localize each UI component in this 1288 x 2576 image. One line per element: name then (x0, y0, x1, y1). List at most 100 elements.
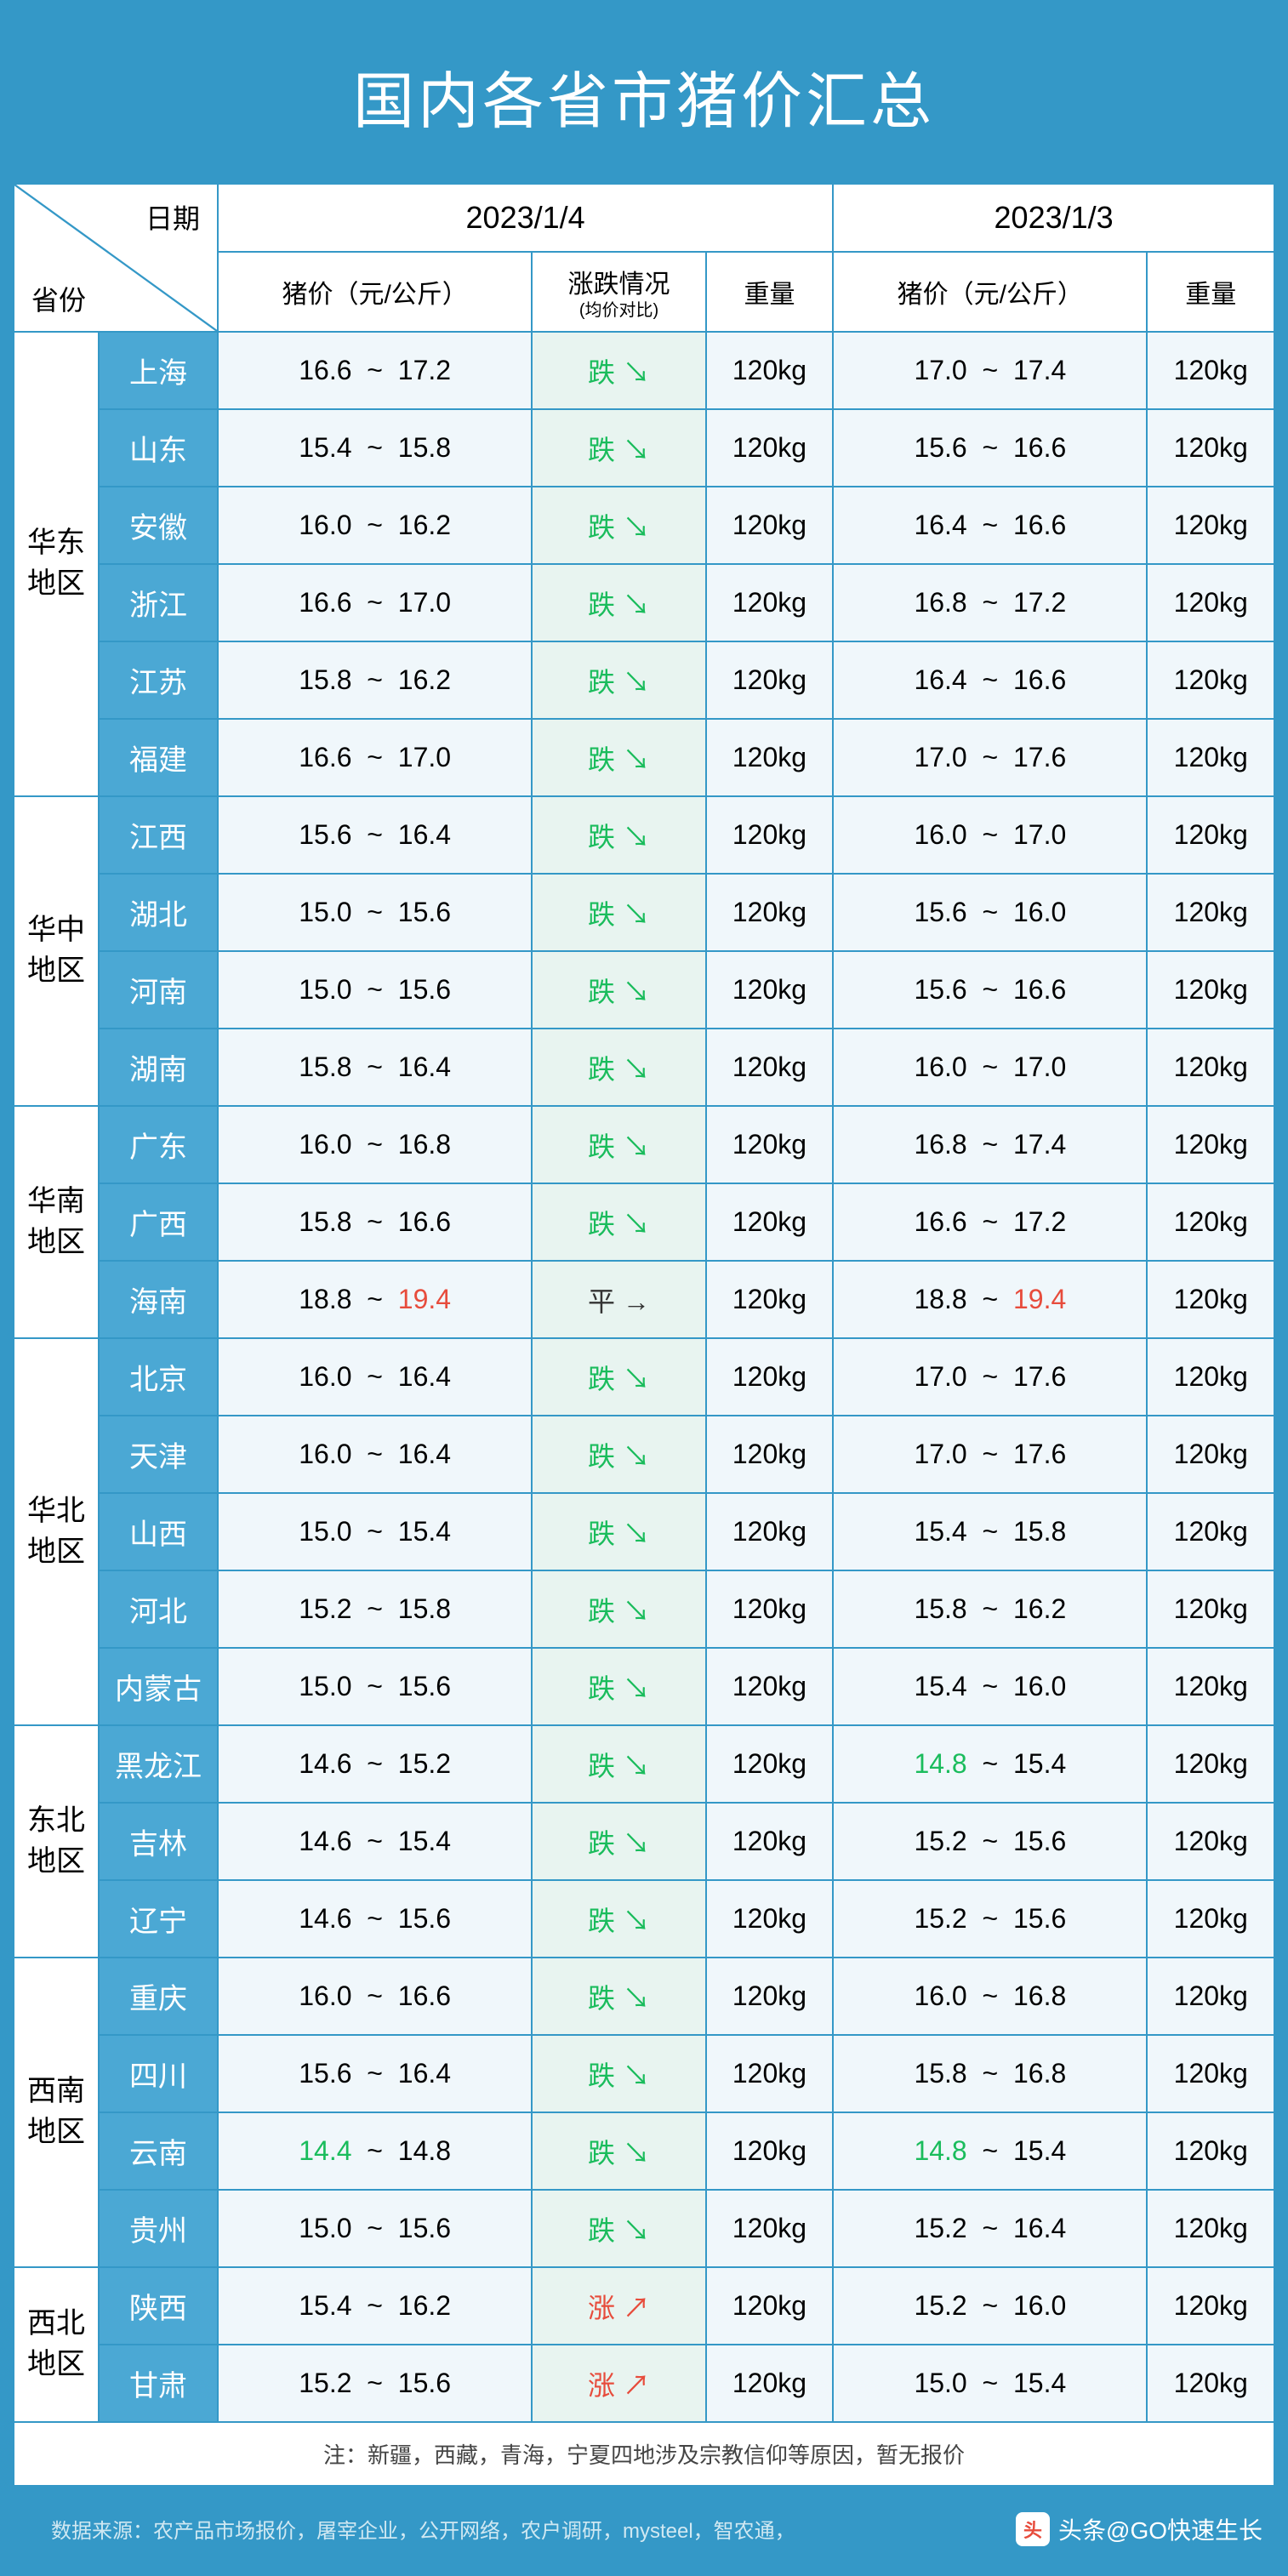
price2-cell: 17.0 ~ 17.6 (833, 1338, 1147, 1416)
province-cell: 山东 (99, 409, 218, 487)
trend-cell: 跌 ↘ (532, 1416, 705, 1493)
table-row: 西北地区陕西15.4 ~ 16.2涨 ↗120kg15.2 ~ 16.0120k… (14, 2267, 1274, 2345)
date2-header: 2023/1/3 (833, 184, 1274, 252)
page-title: 国内各省市猪价汇总 (0, 0, 1288, 183)
province-cell: 上海 (99, 332, 218, 409)
province-cell: 黑龙江 (99, 1725, 218, 1803)
watermark-logo-icon: 头 (1016, 2512, 1050, 2546)
weight1-cell: 120kg (706, 1338, 833, 1416)
weight1-cell: 120kg (706, 2190, 833, 2267)
price2-cell: 16.8 ~ 17.2 (833, 564, 1147, 641)
weight2-cell: 120kg (1147, 641, 1274, 719)
weight1-cell: 120kg (706, 1958, 833, 2035)
date1-header: 2023/1/4 (218, 184, 833, 252)
trend-cell: 跌 ↘ (532, 487, 705, 564)
province-cell: 内蒙古 (99, 1648, 218, 1725)
trend-cell: 跌 ↘ (532, 796, 705, 874)
price2-cell: 17.0 ~ 17.6 (833, 719, 1147, 796)
price2-cell: 15.6 ~ 16.6 (833, 409, 1147, 487)
province-cell: 浙江 (99, 564, 218, 641)
weight1-cell: 120kg (706, 1725, 833, 1803)
table-row: 吉林14.6 ~ 15.4跌 ↘120kg15.2 ~ 15.6120kg (14, 1803, 1274, 1880)
weight2-cell: 120kg (1147, 951, 1274, 1029)
weight2-cell: 120kg (1147, 719, 1274, 796)
trend-cell: 跌 ↘ (532, 1648, 705, 1725)
price2-cell: 15.6 ~ 16.0 (833, 874, 1147, 951)
trend-cell: 跌 ↘ (532, 1338, 705, 1416)
weight1-cell: 120kg (706, 641, 833, 719)
weight1-cell: 120kg (706, 874, 833, 951)
price2-cell: 18.8 ~ 19.4 (833, 1261, 1147, 1338)
weight2-cell: 120kg (1147, 1958, 1274, 2035)
weight1-cell: 120kg (706, 2035, 833, 2112)
diagonal-header: 日期 省份 (14, 184, 218, 332)
table-row: 海南18.8 ~ 19.4平 →120kg18.8 ~ 19.4120kg (14, 1261, 1274, 1338)
price2-cell: 15.4 ~ 16.0 (833, 1648, 1147, 1725)
trend-cell: 平 → (532, 1261, 705, 1338)
province-cell: 河南 (99, 951, 218, 1029)
weight2-cell: 120kg (1147, 1106, 1274, 1183)
weight2-cell: 120kg (1147, 2345, 1274, 2422)
province-cell: 湖南 (99, 1029, 218, 1106)
trend-cell: 跌 ↘ (532, 1958, 705, 2035)
region-cell: 东北地区 (14, 1725, 99, 1958)
province-cell: 江西 (99, 796, 218, 874)
trend-cell: 跌 ↘ (532, 951, 705, 1029)
trend-cell: 跌 ↘ (532, 1803, 705, 1880)
price1-cell: 15.8 ~ 16.6 (218, 1183, 532, 1261)
table-row: 河北15.2 ~ 15.8跌 ↘120kg15.8 ~ 16.2120kg (14, 1570, 1274, 1648)
note-text: 注：新疆，西藏，青海，宁夏四地涉及宗教信仰等原因，暂无报价 (14, 2422, 1274, 2486)
price1-cell: 15.4 ~ 16.2 (218, 2267, 532, 2345)
price1-cell: 15.2 ~ 15.8 (218, 1570, 532, 1648)
trend-cell: 跌 ↘ (532, 719, 705, 796)
table-row: 河南15.0 ~ 15.6跌 ↘120kg15.6 ~ 16.6120kg (14, 951, 1274, 1029)
trend-cell: 跌 ↘ (532, 641, 705, 719)
price-table: 日期 省份 2023/1/4 2023/1/3 猪价（元/公斤） 涨跌情况 (均… (13, 183, 1275, 2487)
province-cell: 广东 (99, 1106, 218, 1183)
price1-cell: 15.0 ~ 15.6 (218, 2190, 532, 2267)
price2-cell: 16.8 ~ 17.4 (833, 1106, 1147, 1183)
price1-cell: 16.0 ~ 16.4 (218, 1338, 532, 1416)
weight1-cell: 120kg (706, 487, 833, 564)
price2-cell: 15.2 ~ 16.0 (833, 2267, 1147, 2345)
trend-cell: 跌 ↘ (532, 1106, 705, 1183)
trend-cell: 涨 ↗ (532, 2267, 705, 2345)
price2-cell: 14.8 ~ 15.4 (833, 1725, 1147, 1803)
price1-header: 猪价（元/公斤） (218, 252, 532, 332)
table-row: 云南14.4 ~ 14.8跌 ↘120kg14.8 ~ 15.4120kg (14, 2112, 1274, 2190)
province-cell: 云南 (99, 2112, 218, 2190)
date-label: 日期 (145, 197, 200, 237)
trend-cell: 跌 ↘ (532, 409, 705, 487)
weight1-cell: 120kg (706, 1416, 833, 1493)
weight1-cell: 120kg (706, 1803, 833, 1880)
table-row: 山西15.0 ~ 15.4跌 ↘120kg15.4 ~ 15.8120kg (14, 1493, 1274, 1570)
weight2-cell: 120kg (1147, 2112, 1274, 2190)
price1-cell: 16.6 ~ 17.0 (218, 564, 532, 641)
region-cell: 西南地区 (14, 1958, 99, 2267)
price1-cell: 16.0 ~ 16.2 (218, 487, 532, 564)
footer-bar: 数据来源：农产品市场报价，屠宰企业，公开网络，农户调研，mysteel，智农通，… (0, 2487, 1288, 2576)
trend-cell: 跌 ↘ (532, 2190, 705, 2267)
watermark-text: @GO快速生长 (1106, 2512, 1262, 2546)
price1-cell: 16.6 ~ 17.2 (218, 332, 532, 409)
watermark: 头 头条 @GO快速生长 (1016, 2512, 1262, 2546)
province-cell: 四川 (99, 2035, 218, 2112)
table-row: 华南地区广东16.0 ~ 16.8跌 ↘120kg16.8 ~ 17.4120k… (14, 1106, 1274, 1183)
weight2-cell: 120kg (1147, 1880, 1274, 1958)
province-cell: 湖北 (99, 874, 218, 951)
province-cell: 河北 (99, 1570, 218, 1648)
region-cell: 华东地区 (14, 332, 99, 796)
price1-cell: 15.2 ~ 15.6 (218, 2345, 532, 2422)
table-row: 广西15.8 ~ 16.6跌 ↘120kg16.6 ~ 17.2120kg (14, 1183, 1274, 1261)
price1-cell: 18.8 ~ 19.4 (218, 1261, 532, 1338)
weight1-cell: 120kg (706, 1261, 833, 1338)
region-cell: 西北地区 (14, 2267, 99, 2422)
table-row: 甘肃15.2 ~ 15.6涨 ↗120kg15.0 ~ 15.4120kg (14, 2345, 1274, 2422)
price2-cell: 15.2 ~ 15.6 (833, 1803, 1147, 1880)
weight2-cell: 120kg (1147, 2035, 1274, 2112)
price1-cell: 14.6 ~ 15.2 (218, 1725, 532, 1803)
weight1-header: 重量 (706, 252, 833, 332)
page-container: 国内各省市猪价汇总 日期 省份 2023/1/4 2023/1/3 猪价（元/公… (0, 0, 1288, 2576)
weight2-cell: 120kg (1147, 409, 1274, 487)
weight2-cell: 120kg (1147, 332, 1274, 409)
